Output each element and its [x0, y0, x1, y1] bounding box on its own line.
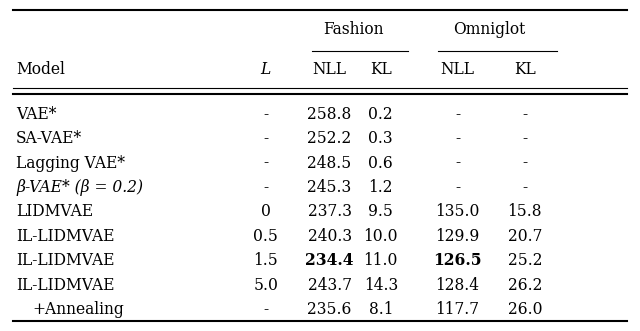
Text: -: -: [263, 106, 268, 123]
Text: 245.3: 245.3: [307, 179, 352, 196]
Text: 126.5: 126.5: [433, 252, 482, 269]
Text: -: -: [455, 179, 460, 196]
Text: Model: Model: [16, 61, 65, 78]
Text: NLL: NLL: [440, 61, 475, 78]
Text: 237.3: 237.3: [308, 203, 351, 220]
Text: 243.7: 243.7: [308, 277, 351, 294]
Text: 117.7: 117.7: [436, 301, 479, 318]
Text: 0.5: 0.5: [253, 228, 278, 245]
Text: -: -: [455, 106, 460, 123]
Text: 234.4: 234.4: [305, 252, 354, 269]
Text: 0.2: 0.2: [369, 106, 393, 123]
Text: 128.4: 128.4: [436, 277, 479, 294]
Text: NLL: NLL: [312, 61, 347, 78]
Text: +Annealing: +Annealing: [32, 301, 124, 318]
Text: VAE*: VAE*: [16, 106, 56, 123]
Text: 235.6: 235.6: [307, 301, 352, 318]
Text: -: -: [263, 155, 268, 171]
Text: -: -: [522, 179, 527, 196]
Text: 135.0: 135.0: [435, 203, 480, 220]
Text: 20.7: 20.7: [508, 228, 542, 245]
Text: IL-LIDMVAE: IL-LIDMVAE: [16, 252, 115, 269]
Text: -: -: [455, 155, 460, 171]
Text: 5.0: 5.0: [253, 277, 278, 294]
Text: SA-VAE*: SA-VAE*: [16, 130, 82, 147]
Text: IL-LIDMVAE: IL-LIDMVAE: [16, 277, 115, 294]
Text: 0.3: 0.3: [369, 130, 393, 147]
Text: Fashion: Fashion: [324, 21, 384, 38]
Text: 0.6: 0.6: [369, 155, 393, 171]
Text: 1.5: 1.5: [253, 252, 278, 269]
Text: IL-LIDMVAE: IL-LIDMVAE: [16, 228, 115, 245]
Text: 9.5: 9.5: [369, 203, 393, 220]
Text: -: -: [263, 130, 268, 147]
Text: 0: 0: [260, 203, 271, 220]
Text: Lagging VAE*: Lagging VAE*: [16, 155, 125, 171]
Text: 25.2: 25.2: [508, 252, 542, 269]
Text: β-VAE* (β = 0.2): β-VAE* (β = 0.2): [16, 179, 143, 196]
Text: Omniglot: Omniglot: [454, 21, 525, 38]
Text: 11.0: 11.0: [364, 252, 398, 269]
Text: 8.1: 8.1: [369, 301, 393, 318]
Text: -: -: [522, 106, 527, 123]
Text: 252.2: 252.2: [307, 130, 352, 147]
Text: 240.3: 240.3: [308, 228, 351, 245]
Text: -: -: [522, 130, 527, 147]
Text: -: -: [263, 301, 268, 318]
Text: 26.0: 26.0: [508, 301, 542, 318]
Text: -: -: [455, 130, 460, 147]
Text: 15.8: 15.8: [508, 203, 542, 220]
Text: 129.9: 129.9: [435, 228, 480, 245]
Text: L: L: [260, 61, 271, 78]
Text: -: -: [263, 179, 268, 196]
Text: LIDMVAE: LIDMVAE: [16, 203, 93, 220]
Text: 258.8: 258.8: [307, 106, 352, 123]
Text: 10.0: 10.0: [364, 228, 398, 245]
Text: 1.2: 1.2: [369, 179, 393, 196]
Text: KL: KL: [514, 61, 536, 78]
Text: 26.2: 26.2: [508, 277, 542, 294]
Text: KL: KL: [370, 61, 392, 78]
Text: 248.5: 248.5: [307, 155, 352, 171]
Text: -: -: [522, 155, 527, 171]
Text: 14.3: 14.3: [364, 277, 398, 294]
